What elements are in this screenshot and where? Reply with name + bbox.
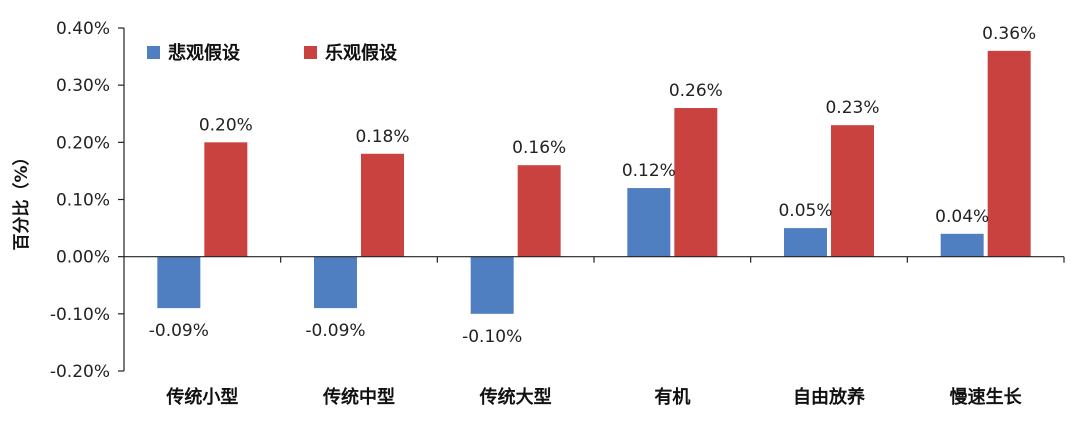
y-axis-ticks: 0.40% 0.30% 0.20% 0.10% 0.00% -0.10% -0.20% (50, 19, 124, 382)
category-label: 传统中型 (322, 386, 395, 408)
data-label: 0.16% (512, 138, 566, 158)
legend-label: 悲观假设 (168, 42, 240, 64)
category-label: 自由放养 (793, 386, 866, 408)
data-label: 0.12% (622, 161, 676, 181)
bar-pessimistic (784, 228, 827, 257)
data-label: 0.26% (669, 81, 723, 101)
data-labels: -0.09% 0.20% -0.09% 0.18% -0.10% 0.16% 0.12% 0.… (149, 24, 1036, 347)
bar-optimistic (987, 50, 1031, 257)
data-label: -0.09% (149, 321, 209, 341)
legend-swatch (304, 46, 317, 59)
data-label: -0.10% (462, 327, 522, 347)
data-label: 0.04% (935, 207, 989, 227)
legend-label: 乐观假设 (325, 42, 397, 64)
y-axis-title-group: 百分比（%） (11, 148, 32, 250)
bar-pessimistic (627, 188, 671, 257)
data-label: 0.18% (355, 127, 409, 147)
data-label: 0.23% (825, 98, 879, 118)
category-labels: 传统小型 传统中型 传统大型 有机 自由放养 慢速生长 (165, 386, 1022, 408)
y-tick-label: 0.20% (56, 133, 110, 153)
y-tick-label: 0.30% (56, 76, 110, 96)
axes (123, 28, 1065, 371)
bar-optimistic (361, 153, 404, 257)
data-label: 0.05% (778, 201, 832, 221)
bar-optimistic (674, 108, 718, 257)
bar-optimistic (517, 165, 561, 257)
bar-optimistic (204, 142, 248, 257)
bar-pessimistic (470, 256, 514, 314)
bar-pessimistic (940, 233, 984, 257)
bar-pessimistic (314, 256, 357, 309)
bars (157, 50, 1031, 314)
category-label: 慢速生长 (950, 386, 1023, 408)
y-axis-title: 百分比（%） (11, 148, 32, 250)
y-tick-label: 0.00% (56, 248, 110, 268)
y-tick-label: 0.40% (56, 19, 110, 39)
data-label: 0.20% (199, 115, 253, 135)
bar-optimistic (831, 125, 874, 257)
y-tick-label: -0.10% (50, 305, 110, 325)
legend-swatch (147, 46, 160, 59)
category-label: 传统小型 (165, 386, 238, 408)
category-label: 有机 (654, 386, 690, 408)
y-tick-label: 0.10% (56, 191, 110, 211)
y-tick-label: -0.20% (50, 362, 110, 382)
bar-pessimistic (157, 256, 201, 309)
data-label: -0.09% (305, 321, 365, 341)
category-label: 传统大型 (479, 386, 552, 408)
data-label: 0.36% (982, 24, 1036, 44)
legend: 悲观假设 乐观假设 (147, 42, 397, 64)
